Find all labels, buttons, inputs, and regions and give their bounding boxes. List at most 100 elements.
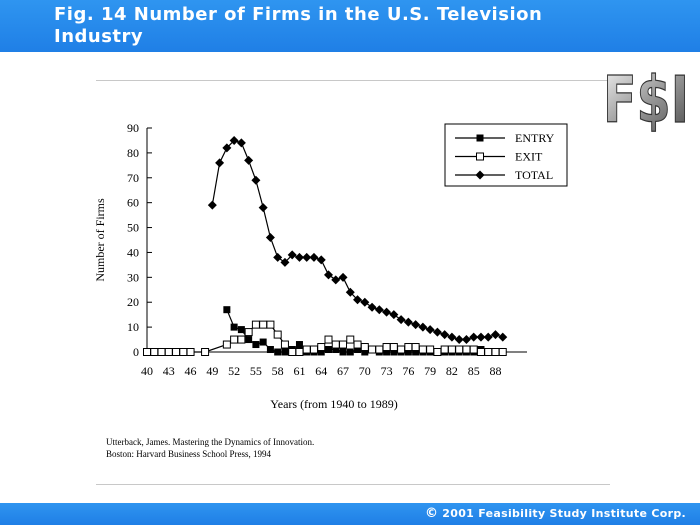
citation-line-1: Utterback, James. Mastering the Dynamics… xyxy=(106,437,315,447)
data-point-total xyxy=(483,332,493,342)
copyright: © 2001 Feasibility Study Institute Corp. xyxy=(425,506,686,522)
data-point-exit xyxy=(469,345,478,354)
data-point-total xyxy=(403,317,413,327)
data-point-exit xyxy=(404,343,413,352)
y-tick-label: 30 xyxy=(127,270,139,284)
legend-box xyxy=(444,123,568,187)
data-point-entry xyxy=(230,323,238,331)
data-point-entry xyxy=(317,348,325,356)
data-point-total xyxy=(302,252,312,262)
x-tick-label: 67 xyxy=(337,364,349,378)
data-point-total xyxy=(258,203,268,213)
data-point-total xyxy=(236,138,246,148)
data-point-total xyxy=(454,335,464,345)
x-tick-label: 88 xyxy=(489,364,501,378)
x-tick-label: 52 xyxy=(228,364,240,378)
citation: Utterback, James. Mastering the Dynamics… xyxy=(106,436,506,460)
y-tick-label: 10 xyxy=(127,320,139,334)
data-point-total xyxy=(418,322,428,332)
data-point-total xyxy=(425,325,435,335)
data-point-exit xyxy=(455,345,464,354)
data-point-total xyxy=(440,330,450,340)
data-point-exit xyxy=(309,345,318,354)
x-tick-label: 82 xyxy=(446,364,458,378)
data-point-exit xyxy=(476,348,485,356)
data-point-entry xyxy=(281,348,289,356)
fsi-logo: F$I xyxy=(602,63,689,134)
data-point-exit xyxy=(498,348,507,356)
data-point-total xyxy=(265,233,275,243)
data-point-total xyxy=(294,252,304,262)
data-point-exit xyxy=(280,340,289,349)
legend-label-total: TOTAL xyxy=(515,168,553,182)
data-point-total xyxy=(244,155,254,165)
data-point-total xyxy=(490,330,500,340)
data-point-total xyxy=(374,305,384,315)
data-point-entry xyxy=(237,326,245,334)
footer-bar: © 2001 Feasibility Study Institute Corp. xyxy=(0,503,700,525)
data-point-exit xyxy=(302,345,311,354)
bottom-divider xyxy=(96,484,610,485)
legend-marker-total xyxy=(475,170,485,180)
y-tick-label: 80 xyxy=(127,146,139,160)
data-point-total xyxy=(229,135,239,145)
logo-text: F$I xyxy=(603,64,689,134)
data-point-exit xyxy=(462,345,471,354)
data-point-total xyxy=(324,270,333,280)
legend-marker-entry xyxy=(476,134,484,142)
data-point-exit xyxy=(360,343,369,352)
data-point-entry xyxy=(339,348,347,356)
data-point-total xyxy=(360,297,370,307)
copyright-icon: © xyxy=(424,506,439,521)
x-tick-label: 40 xyxy=(141,364,153,378)
y-tick-label: 60 xyxy=(127,196,139,210)
data-point-exit xyxy=(244,328,253,337)
data-point-total xyxy=(280,257,290,267)
data-point-exit xyxy=(164,348,173,356)
data-point-entry xyxy=(390,348,398,356)
slide-title: Fig. 14 Number of Firms in the U.S. Tele… xyxy=(54,4,543,47)
data-point-entry xyxy=(295,341,303,349)
data-point-entry xyxy=(404,348,412,356)
copyright-text: 2001 Feasibility Study Institute Corp. xyxy=(442,507,686,520)
data-point-exit xyxy=(230,335,239,344)
data-point-exit xyxy=(375,345,384,354)
data-point-entry xyxy=(325,346,332,354)
data-point-exit xyxy=(397,345,406,354)
data-point-total xyxy=(396,315,406,325)
legend-marker-exit xyxy=(476,152,484,161)
x-tick-label: 43 xyxy=(163,364,175,378)
data-point-total xyxy=(287,250,297,260)
citation-line-2: Boston: Harvard Business School Press, 1… xyxy=(106,449,271,459)
data-point-exit xyxy=(433,348,442,356)
data-point-exit xyxy=(222,340,231,349)
data-point-entry xyxy=(252,341,260,349)
data-point-entry xyxy=(332,346,340,354)
data-point-total xyxy=(215,158,225,168)
x-tick-label: 49 xyxy=(206,364,218,378)
data-point-exit xyxy=(251,320,260,329)
data-point-exit xyxy=(179,348,188,356)
data-point-total xyxy=(476,332,486,342)
data-point-exit xyxy=(447,345,456,354)
data-point-exit xyxy=(273,330,282,339)
data-point-exit xyxy=(288,348,297,356)
x-tick-label: 76 xyxy=(402,364,414,378)
data-point-entry xyxy=(383,348,391,356)
x-tick-label: 64 xyxy=(315,364,327,378)
legend-label-exit: EXIT xyxy=(515,150,543,164)
data-point-exit xyxy=(317,343,326,352)
data-point-exit xyxy=(259,320,268,329)
y-axis-title: Number of Firms xyxy=(93,198,107,282)
data-point-exit xyxy=(143,348,151,356)
data-point-entry xyxy=(266,346,274,354)
data-point-total xyxy=(469,332,479,342)
data-point-exit xyxy=(201,348,210,356)
data-point-exit xyxy=(331,340,340,349)
header-bar: Fig. 14 Number of Firms in the U.S. Tele… xyxy=(0,0,700,52)
data-point-exit xyxy=(324,335,333,344)
data-point-exit xyxy=(346,335,355,344)
data-point-entry xyxy=(245,336,253,344)
data-point-total xyxy=(338,272,348,282)
